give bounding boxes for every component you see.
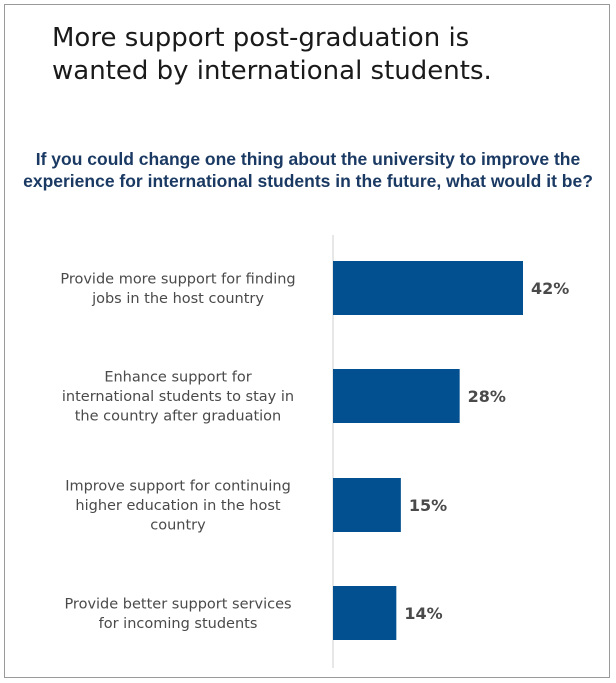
value-label-4: 14% (404, 604, 442, 623)
category-label-line: the country after graduation (75, 409, 281, 425)
category-label-2: Enhance support for international student… (62, 370, 294, 425)
category-label-line: jobs in the host country (91, 291, 264, 307)
category-label-line: Provide better support services (64, 596, 291, 612)
category-label-line: higher education in the host (75, 498, 281, 514)
category-label-line: Improve support for continuing (65, 479, 291, 495)
bar-3 (333, 478, 401, 532)
category-label-line: for incoming students (99, 616, 258, 632)
category-label-4: Provide better support services for incom… (64, 596, 291, 632)
value-label-1: 42% (531, 279, 569, 298)
bar-1 (333, 261, 523, 315)
chart-frame (4, 4, 610, 678)
category-label-3: Improve support for continuing higher edu… (65, 479, 291, 534)
chart-question: If you could change one thing about the … (23, 149, 593, 191)
category-label-1: Provide more support for finding jobs in … (60, 271, 295, 307)
category-label-line: Provide more support for finding (60, 271, 295, 287)
category-label-line: international students to stay in (62, 389, 294, 405)
bar-4 (333, 586, 397, 640)
value-label-2: 28% (468, 387, 506, 406)
page-title: More support post-graduation is wanted b… (52, 23, 492, 86)
value-label-3: 15% (409, 496, 447, 515)
category-label-line: country (150, 518, 206, 534)
category-label-line: Enhance support for (104, 370, 251, 386)
bar-2 (333, 369, 460, 423)
